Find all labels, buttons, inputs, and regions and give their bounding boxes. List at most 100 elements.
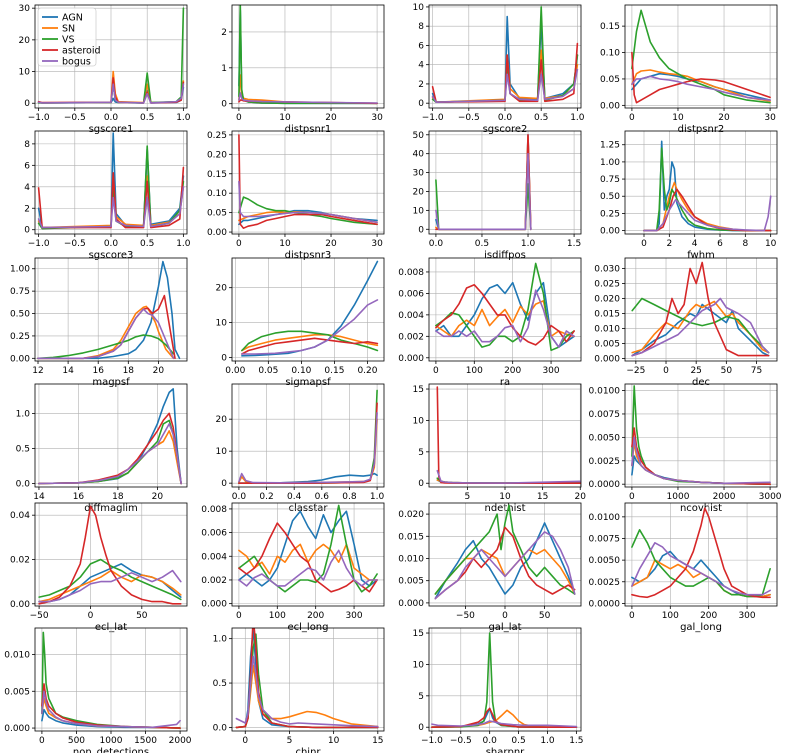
axes-frame bbox=[231, 502, 385, 607]
y-tick-label: 0.000 bbox=[4, 724, 30, 734]
x-axis-label: sgscore2 bbox=[483, 124, 528, 135]
legend-label-sn: SN bbox=[62, 24, 75, 35]
axes-frame bbox=[624, 502, 778, 607]
series-group bbox=[37, 7, 185, 104]
series-line-bogus bbox=[37, 308, 175, 360]
x-tick-label: 0 bbox=[663, 366, 669, 376]
x-tick-label: 300 bbox=[542, 366, 559, 376]
y-tick-label: 30 bbox=[413, 169, 425, 179]
x-tick-label: 2000 bbox=[713, 492, 736, 502]
x-tick-label: 25 bbox=[690, 366, 701, 376]
x-tick-label: 0.0 bbox=[483, 736, 498, 746]
x-axis-label: isdiffpos bbox=[484, 250, 526, 261]
x-axis-label: sigmapsf bbox=[285, 377, 331, 388]
y-tick-label: 0.05 bbox=[600, 75, 620, 85]
axes-frame bbox=[34, 257, 188, 362]
x-tick-label: 0.4 bbox=[287, 492, 302, 502]
x-tick-label: −1.0 bbox=[28, 113, 50, 123]
x-tick-label: 75 bbox=[751, 366, 762, 376]
x-tick-label: −1.0 bbox=[28, 239, 50, 249]
series-line-sn bbox=[241, 333, 379, 352]
series-group bbox=[431, 6, 579, 103]
y-tick-label: 10 bbox=[216, 319, 228, 329]
axes-frame bbox=[624, 130, 778, 235]
y-tick-label: 0 bbox=[221, 354, 227, 364]
y-tick-label: 0.008 bbox=[201, 505, 227, 515]
y-tick-label: 1.00 bbox=[10, 265, 30, 275]
x-tick-label: 0.0 bbox=[429, 239, 444, 249]
legend-frame bbox=[37, 7, 97, 67]
panel-magpsf: 12 14 16 18 20 0.00 0.25 0.50 0.75 1.00 magpsf bbox=[10, 257, 188, 388]
series-line-asteroid bbox=[436, 386, 581, 485]
series-line-asteroid bbox=[631, 507, 771, 599]
x-tick-label: 0 bbox=[629, 113, 635, 123]
x-tick-label: 1.5 bbox=[569, 736, 583, 746]
x-tick-label: −0.5 bbox=[64, 113, 86, 123]
x-tick-label: 30 bbox=[371, 239, 383, 249]
x-tick-label: 18 bbox=[123, 366, 135, 376]
panel-chinr: 0 5 10 15 0.0 0.5 1.0 chinr bbox=[213, 627, 385, 753]
y-tick-label: 0.008 bbox=[398, 268, 424, 278]
y-tick-label: 2 bbox=[221, 28, 227, 38]
y-tick-label: 0.25 bbox=[207, 131, 227, 141]
y-tick-label: 4 bbox=[24, 183, 30, 193]
x-tick-label: 1000 bbox=[100, 736, 123, 746]
series-line-agn bbox=[435, 134, 532, 231]
series-line-vs bbox=[434, 504, 576, 595]
x-axis-label: classtar bbox=[289, 503, 329, 514]
y-tick-label: 0.25 bbox=[10, 332, 30, 342]
series-group bbox=[431, 632, 578, 729]
series-line-bogus bbox=[431, 68, 579, 103]
legend-label-bogus: bogus bbox=[62, 57, 91, 68]
x-tick-label: 200 bbox=[504, 366, 521, 376]
series-line-bogus bbox=[38, 569, 182, 603]
x-tick-label: 15 bbox=[372, 736, 383, 746]
y-tick-label: 0.015 bbox=[398, 532, 424, 542]
series-group bbox=[235, 628, 379, 729]
series-line-asteroid bbox=[431, 42, 579, 103]
series-line-asteroid bbox=[431, 707, 578, 729]
x-tick-label: 5 bbox=[287, 736, 293, 746]
panel-sharpnr: −1.0 −0.5 0.0 0.5 1.0 1.5 0 5 10 15 sharpnr bbox=[413, 627, 584, 753]
x-tick-label: −50 bbox=[30, 611, 49, 621]
series-line-vs bbox=[631, 385, 771, 486]
series-line-agn bbox=[241, 260, 379, 357]
x-tick-label: 0.10 bbox=[291, 366, 311, 376]
y-tick-label: 0.20 bbox=[207, 150, 227, 160]
series-line-sn bbox=[435, 135, 532, 231]
x-tick-label: 1.0 bbox=[570, 113, 585, 123]
x-axis-label: ecl_long bbox=[287, 622, 328, 633]
series-line-asteroid bbox=[434, 526, 576, 600]
series-group bbox=[631, 385, 771, 486]
series-line-asteroid bbox=[631, 51, 771, 104]
x-tick-label: −1.0 bbox=[421, 736, 443, 746]
x-tick-label: 0 bbox=[236, 611, 242, 621]
y-tick-label: 15 bbox=[413, 385, 424, 395]
series-line-vs bbox=[631, 297, 770, 354]
series-line-agn bbox=[631, 303, 770, 357]
y-tick-label: 1 bbox=[221, 64, 227, 74]
y-tick-label: 0.010 bbox=[4, 650, 30, 660]
y-tick-label: 0.75 bbox=[10, 287, 30, 297]
x-tick-label: 100 bbox=[269, 611, 286, 621]
y-tick-label: 0.00 bbox=[600, 227, 620, 237]
x-axis-label: sgscore3 bbox=[89, 250, 134, 261]
x-tick-label: 200 bbox=[700, 611, 717, 621]
series-line-bogus bbox=[238, 92, 378, 104]
x-tick-label: 0 bbox=[629, 492, 635, 502]
y-tick-label: 0.0075 bbox=[589, 410, 621, 420]
panel-ecl-lat: −50 0 50 0.00 0.02 0.04 ecl_lat bbox=[10, 502, 188, 633]
y-tick-label: 0.10 bbox=[600, 49, 620, 59]
x-tick-label: 500 bbox=[68, 736, 85, 746]
series-group bbox=[238, 134, 378, 229]
y-tick-label: 0.005 bbox=[398, 577, 424, 587]
x-tick-label: 20 bbox=[575, 492, 587, 502]
panel-distpsnr3: 0 10 20 30 0.00 0.05 0.10 0.15 0.20 0.25 distpsnr3 bbox=[207, 130, 385, 261]
x-tick-label: 0.8 bbox=[342, 492, 357, 502]
x-tick-label: 20 bbox=[325, 113, 337, 123]
x-axis-label: fwhm bbox=[687, 250, 715, 261]
x-tick-label: 20 bbox=[325, 239, 337, 249]
y-tick-label: 0.05 bbox=[207, 209, 227, 219]
y-tick-label: 0.5 bbox=[213, 679, 227, 689]
